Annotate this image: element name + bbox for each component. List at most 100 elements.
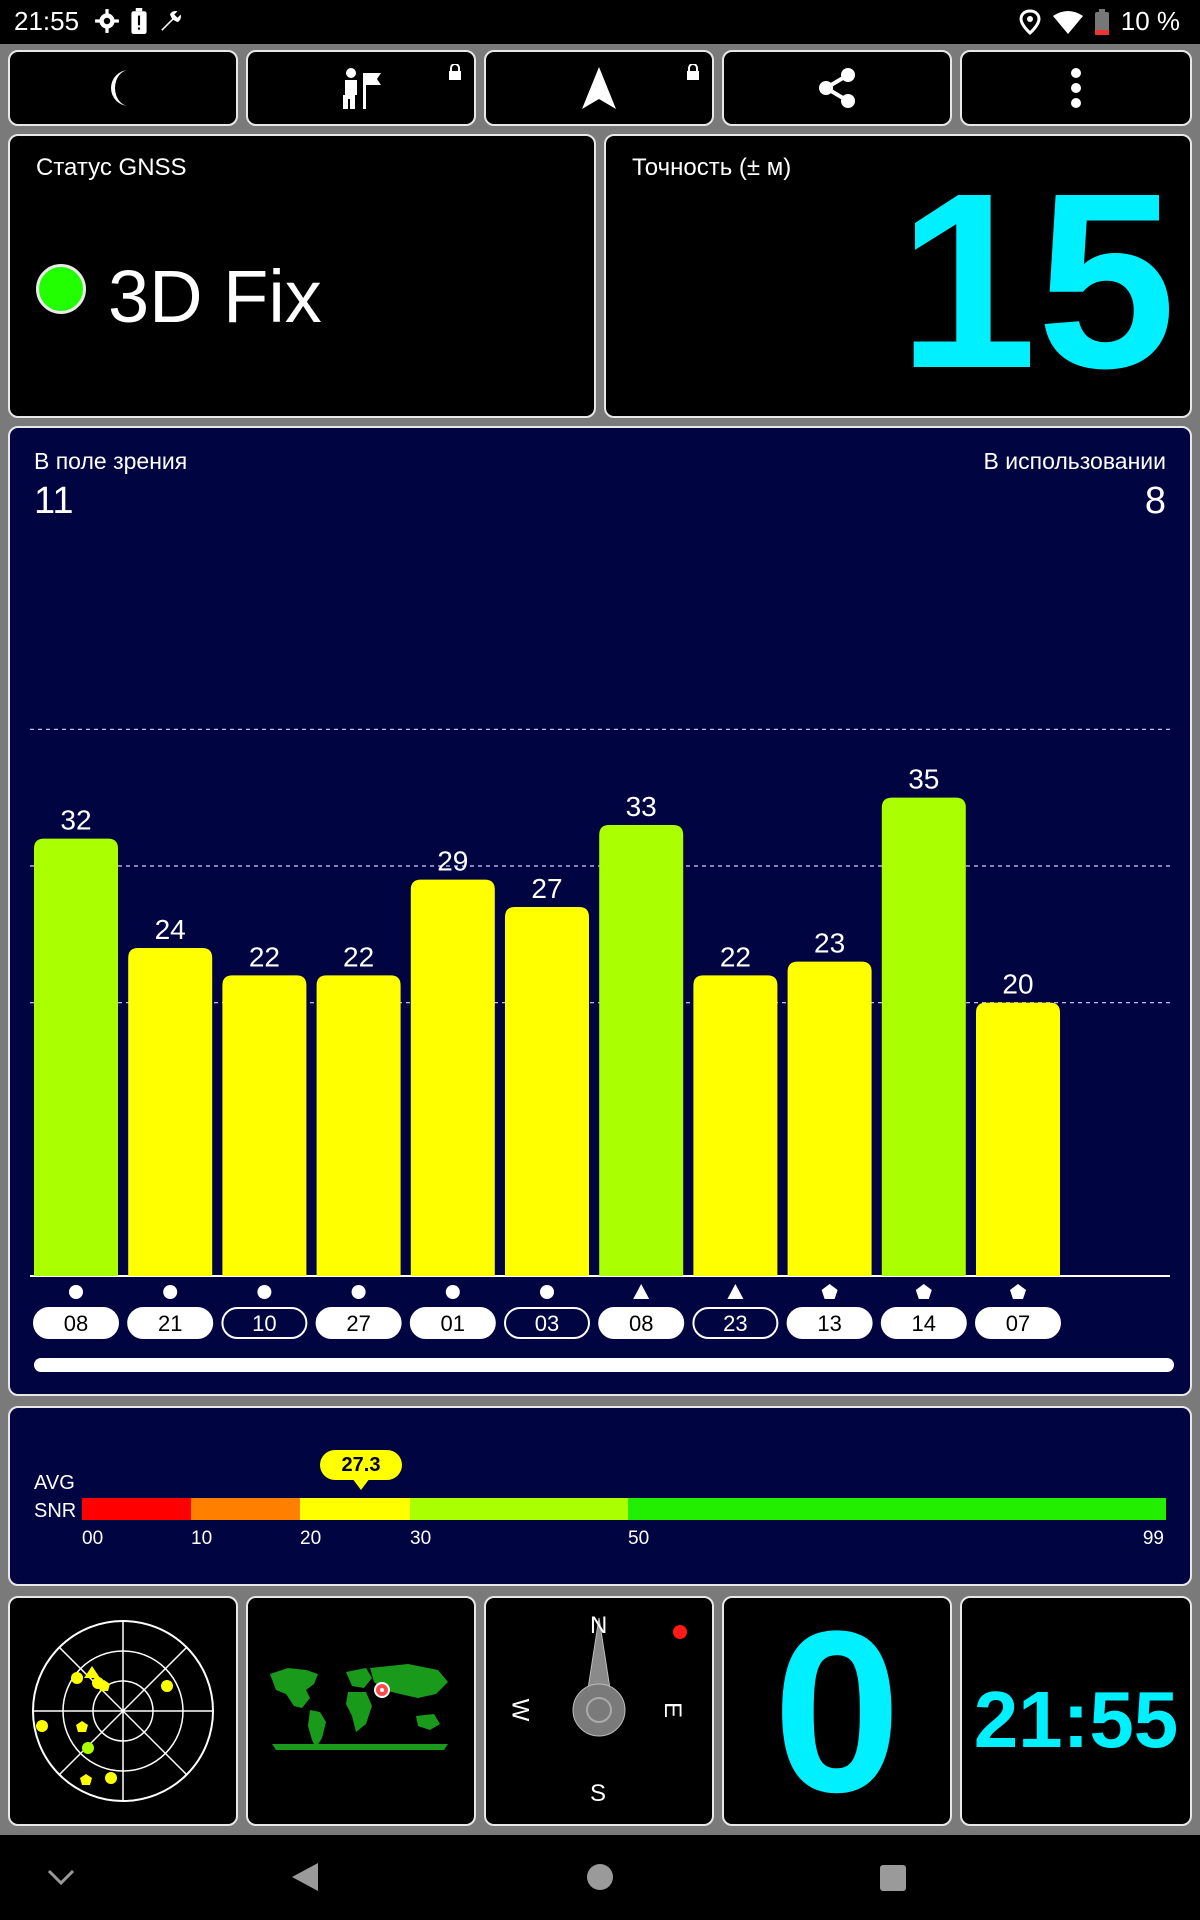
bar-value-label: 22 bbox=[343, 941, 374, 972]
snr-scale-tick: 99 bbox=[1143, 1528, 1164, 1549]
sky-plot bbox=[32, 1620, 214, 1802]
snr-scale-segment bbox=[82, 1498, 191, 1520]
clock-tile[interactable]: 21:55 bbox=[960, 1596, 1192, 1826]
more-options-button[interactable] bbox=[960, 50, 1192, 126]
hiker-flag-icon bbox=[343, 68, 381, 109]
back-icon[interactable] bbox=[290, 1861, 320, 1893]
accuracy-value: 15 bbox=[897, 141, 1176, 420]
snr-scale-tick: 00 bbox=[82, 1528, 103, 1549]
battery-percent: 10 % bbox=[1120, 6, 1180, 36]
snr-scale-tick: 30 bbox=[410, 1528, 431, 1549]
bar-value-label: 32 bbox=[60, 805, 91, 836]
bar-value-label: 22 bbox=[249, 941, 280, 972]
lock-icon bbox=[687, 64, 699, 80]
compass-west-label: W bbox=[506, 1698, 534, 1722]
snr-bar-chart: 32 08 24 21 22 10 22 27 29 01 27 03 33 08 22 23 23 13 35 14… bbox=[30, 728, 1174, 1372]
constellation-circle-icon bbox=[445, 1285, 460, 1299]
satellite-id-pill bbox=[315, 1307, 402, 1339]
navigation-button[interactable] bbox=[484, 50, 714, 126]
gnss-status-label: Статус GNSS bbox=[36, 154, 187, 181]
share-button[interactable] bbox=[722, 50, 952, 126]
compass-east-label: E bbox=[659, 1701, 687, 1719]
snr-bar bbox=[693, 975, 778, 1276]
in-view-count: 11 bbox=[34, 480, 74, 522]
in-use-count: 8 bbox=[1144, 480, 1166, 522]
bar-value-label: 23 bbox=[814, 928, 845, 959]
speed-tile[interactable]: 0 bbox=[722, 1596, 952, 1827]
satellite-id-label: 13 bbox=[817, 1311, 841, 1336]
wrench-icon bbox=[161, 11, 181, 31]
snr-scale-segment bbox=[191, 1498, 300, 1520]
compass-south-label: S bbox=[590, 1780, 607, 1807]
satellite-id-pill bbox=[692, 1307, 779, 1339]
snr-scale-segment bbox=[410, 1498, 628, 1520]
status-bar: 21:55 10 % bbox=[0, 0, 1200, 44]
wifi-icon bbox=[1052, 10, 1083, 34]
satellite-signal-chart[interactable]: 32 08 24 21 22 10 22 27 29 01 27 03 33 08 22 23 23 13 35 14… bbox=[8, 426, 1192, 1396]
snr-tile[interactable]: 27.3 AVG SNR 00 10 20 30 50 99 bbox=[8, 1406, 1192, 1586]
fix-indicator-dot bbox=[36, 264, 86, 314]
snr-bar bbox=[34, 838, 118, 1276]
constellation-circle-icon bbox=[163, 1285, 178, 1299]
satellite-id-label: 07 bbox=[1006, 1311, 1030, 1336]
snr-bar bbox=[881, 797, 966, 1276]
night-mode-button[interactable] bbox=[8, 50, 238, 126]
snr-scale-tick: 50 bbox=[628, 1528, 649, 1549]
activity-button[interactable] bbox=[246, 50, 476, 126]
chart-scrollbar bbox=[34, 1358, 1174, 1372]
share-icon bbox=[819, 68, 855, 108]
constellation-pentagon-icon bbox=[915, 1284, 932, 1299]
satellite-id-label: 08 bbox=[64, 1311, 88, 1336]
bar-value-label: 33 bbox=[626, 791, 657, 822]
snr-scale-segment bbox=[628, 1498, 1166, 1520]
recents-icon[interactable] bbox=[880, 1865, 906, 1891]
satellite-id-pill bbox=[598, 1307, 685, 1339]
satellite-id-pill bbox=[409, 1307, 496, 1339]
constellation-circle-icon bbox=[69, 1285, 83, 1299]
battery-icon bbox=[1094, 8, 1109, 35]
constellation-triangle-icon bbox=[633, 1284, 650, 1299]
status-time: 21:55 bbox=[14, 6, 80, 36]
snr-scale-segment bbox=[300, 1498, 410, 1520]
clock-value: 21:55 bbox=[973, 1675, 1179, 1764]
constellation-circle-icon bbox=[257, 1285, 272, 1299]
in-view-label: В поле зрения bbox=[34, 448, 188, 474]
snr-scale-tick: 10 bbox=[191, 1528, 212, 1549]
snr-avg-label: AVG bbox=[34, 1472, 75, 1494]
compass-north-label: N bbox=[590, 1612, 608, 1639]
constellation-pentagon-icon bbox=[1010, 1284, 1026, 1299]
compass-tile[interactable]: N E S W bbox=[484, 1596, 714, 1826]
satellite-id-label: 14 bbox=[912, 1311, 936, 1336]
world-map bbox=[270, 1664, 448, 1750]
chevron-down-icon[interactable] bbox=[46, 1867, 76, 1887]
satellite-id-pill bbox=[975, 1307, 1061, 1339]
snr-average-bubble: 27.3 bbox=[320, 1450, 402, 1480]
satellite-id-pill bbox=[127, 1307, 214, 1339]
constellation-circle-icon bbox=[540, 1285, 554, 1299]
battery-alert-icon bbox=[131, 8, 147, 34]
satellite-id-label: 01 bbox=[441, 1311, 465, 1336]
snr-bar bbox=[410, 879, 495, 1276]
snr-bar bbox=[316, 975, 401, 1276]
satellite-id-pill bbox=[33, 1307, 119, 1339]
home-icon[interactable] bbox=[586, 1863, 614, 1891]
snr-color-scale: 00 10 20 30 50 99 bbox=[82, 1498, 1166, 1549]
location-pin-icon bbox=[1019, 8, 1041, 35]
snr-scale-tick: 20 bbox=[300, 1528, 321, 1549]
bar-value-label: 35 bbox=[908, 764, 939, 795]
accuracy-label: Точность (± м) bbox=[632, 154, 792, 181]
system-nav-bar bbox=[0, 1835, 1200, 1920]
satellite-id-pill bbox=[880, 1307, 967, 1339]
world-map-tile[interactable] bbox=[246, 1596, 476, 1826]
moon-icon bbox=[111, 70, 129, 106]
snr-bar bbox=[787, 961, 872, 1276]
bar-value-label: 20 bbox=[1002, 969, 1033, 1000]
bar-value-label: 29 bbox=[437, 846, 468, 877]
snr-bar bbox=[976, 1002, 1060, 1276]
snr-bar bbox=[128, 948, 213, 1276]
gnss-status-tile[interactable]: Статус GNSS 3D Fix bbox=[8, 134, 596, 418]
snr-bar bbox=[222, 975, 307, 1276]
satellite-id-pill bbox=[786, 1307, 873, 1339]
accuracy-tile[interactable]: Точность (± м) 15 bbox=[604, 134, 1192, 418]
sky-plot-tile[interactable] bbox=[8, 1596, 238, 1826]
